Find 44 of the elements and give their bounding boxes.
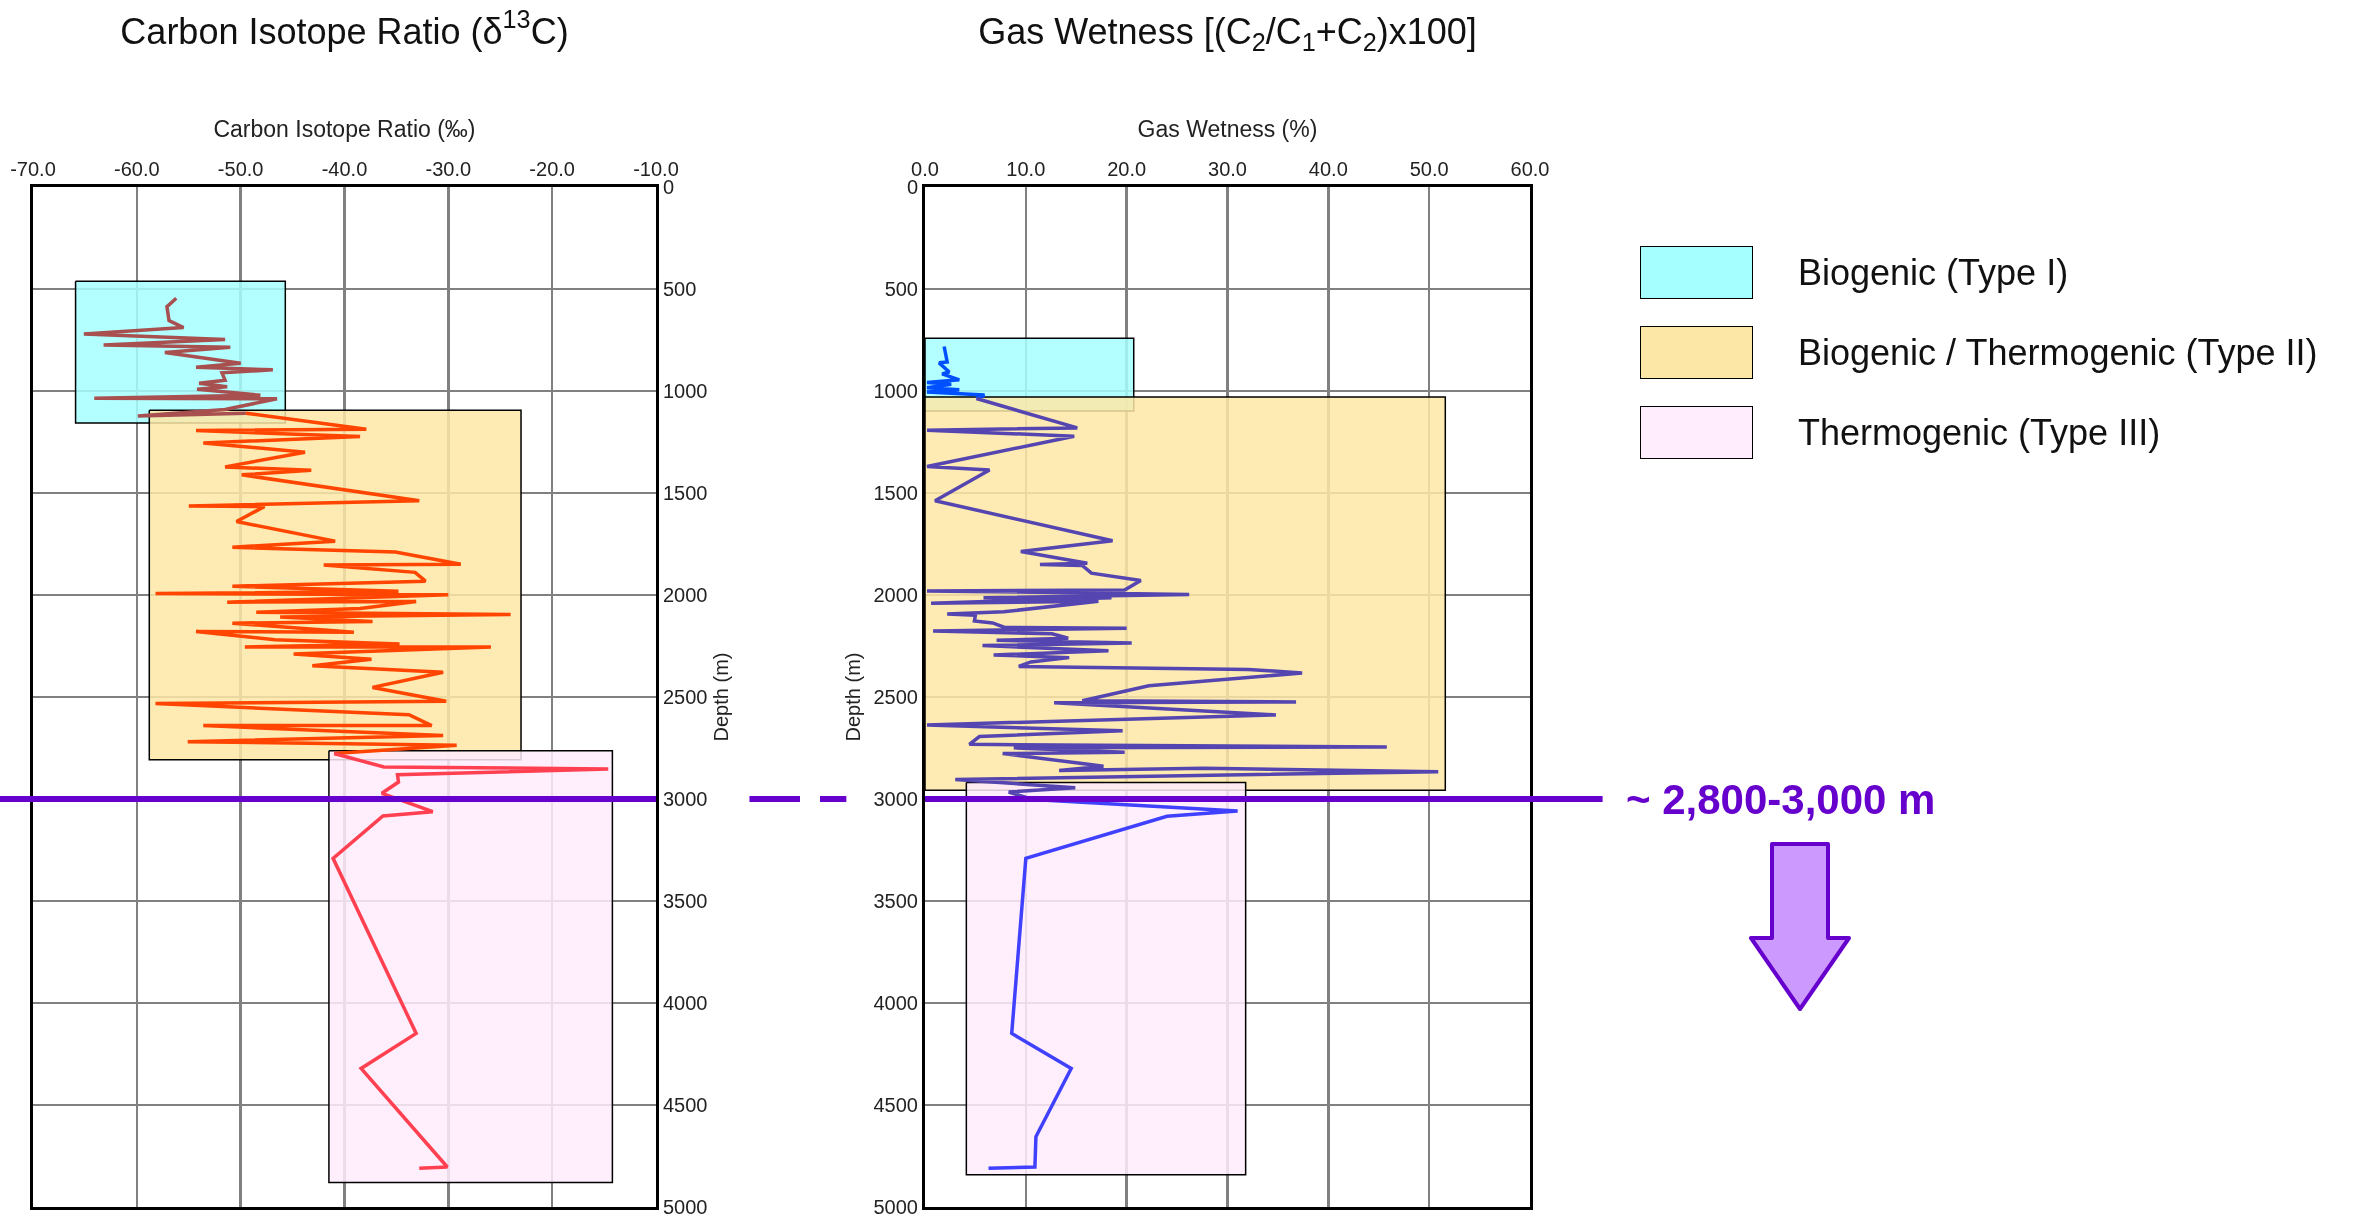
legend-label: Biogenic (Type I) [1798,251,2069,294]
x-axis-title: Gas Wetness (%) [1137,116,1318,143]
x-tick-label: 20.0 [1107,158,1147,180]
x-tick-label: 10.0 [1006,158,1046,180]
y-tick-label: 2000 [873,584,918,606]
x-axis-title: Carbon Isotope Ratio (‰) [213,116,476,143]
y-axis-title: Depth (m) [842,652,864,742]
x-tick-label: -70.0 [10,158,56,180]
x-tick-label: 60.0 [1510,158,1550,180]
y-axis-title: Depth (m) [710,652,732,742]
y-tick-label: 2000 [663,584,708,606]
line-series [82,296,279,418]
y-tick-label: 4000 [663,992,708,1014]
line-series [925,344,987,401]
y-tick-label: 2500 [663,686,708,708]
y-tick-label: 4000 [873,992,918,1014]
y-tick-label: 5000 [873,1196,918,1218]
legend-label: Thermogenic (Type III) [1798,411,2161,454]
x-tick-label: 30.0 [1208,158,1247,180]
y-tick-label: 1500 [873,482,918,504]
x-tick-label: -30.0 [425,158,472,180]
y-tick-label: 1000 [873,380,918,402]
y-tick-label: 4500 [873,1094,918,1116]
x-tick-label: -60.0 [114,158,160,180]
x-tick-label: -40.0 [321,158,368,180]
y-tick-label: 500 [884,278,918,300]
y-tick-label: 500 [663,278,697,300]
y-tick-label: 1000 [663,380,708,402]
chart-title: Gas Wetness [(C$_{2}$/C$_{1}$+C$_{2}$)x100] [978,10,1477,57]
x-tick-label: 40.0 [1308,158,1348,180]
x-tick-label: 50.0 [1409,158,1449,180]
chart-title: Carbon Isotope Ratio (δ$^{13}$C) [120,5,569,52]
legend-label: Biogenic / Thermogenic (Type II) [1798,331,2318,374]
ref-line-label: ~ 2,800-3,000 m [1626,776,1936,823]
x-tick-label: -20.0 [529,158,575,180]
x-tick-label: -50.0 [217,158,264,180]
y-tick-label: 4500 [663,1094,708,1116]
y-tick-label: 3500 [873,890,918,912]
y-tick-label: 5000 [663,1196,708,1218]
y-tick-label: 3000 [873,788,918,810]
y-tick-label: 1500 [663,482,708,504]
y-tick-label: 2500 [873,686,918,708]
y-tick-label: 3000 [663,788,708,810]
y-tick-label: 3500 [663,890,708,912]
